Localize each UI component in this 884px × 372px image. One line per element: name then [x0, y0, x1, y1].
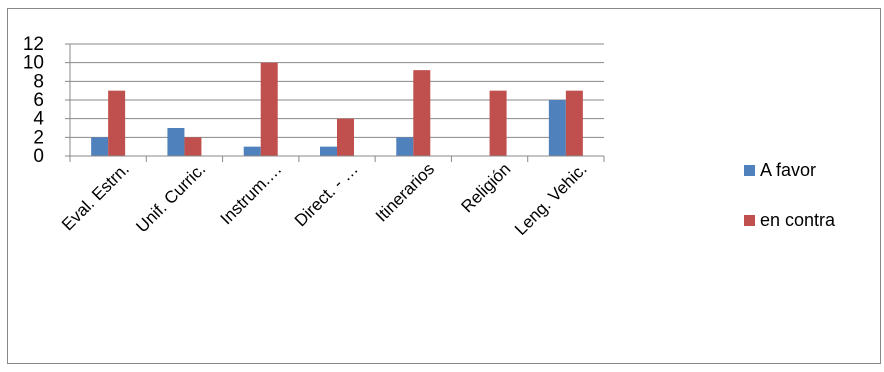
bars — [91, 62, 583, 156]
x-category-label: Unif. Curric. — [132, 159, 209, 236]
x-category-label: Itinerarios — [372, 159, 438, 225]
y-tick-label: 0 — [33, 146, 44, 167]
y-tick-label: 6 — [33, 90, 44, 111]
bar-a-favor — [396, 137, 414, 156]
y-tick-label: 10 — [23, 53, 44, 74]
bar-en-contra — [184, 137, 202, 156]
x-axis-labels: Eval. Estrn. Unif. Curric. Instrum.… Direct… — [58, 159, 591, 239]
x-category-label: Religión — [458, 159, 515, 216]
bar-en-contra — [260, 62, 278, 156]
y-tick-label: 4 — [33, 109, 44, 130]
bar-a-favor — [91, 137, 109, 156]
y-tick-label: 2 — [33, 127, 44, 148]
bar-en-contra — [565, 90, 583, 156]
x-category-label: Eval. Estrn. — [58, 159, 133, 234]
legend-swatch — [744, 165, 755, 176]
bar-a-favor — [243, 146, 261, 156]
legend-label: A favor — [760, 160, 816, 180]
x-category-label: Direct. - … — [291, 159, 362, 230]
chart-frame — [7, 8, 881, 364]
bar-a-favor — [167, 128, 185, 156]
bar-a-favor — [548, 100, 566, 156]
bar-en-contra — [337, 118, 354, 156]
axes — [69, 44, 605, 162]
gridlines — [70, 43, 604, 138]
legend[interactable]: A favor en contra — [744, 160, 836, 230]
x-category-label: Instrum.… — [217, 159, 286, 228]
y-tick-label: 8 — [33, 71, 44, 92]
bar-en-contra — [108, 90, 126, 156]
bar-en-contra — [489, 90, 507, 156]
legend-swatch — [744, 215, 755, 226]
bar-a-favor — [320, 146, 337, 156]
legend-label: en contra — [760, 210, 836, 230]
y-tick-label: 12 — [23, 34, 44, 55]
x-category-label: Leng. Vehic. — [511, 159, 591, 239]
bar-en-contra — [413, 70, 431, 156]
